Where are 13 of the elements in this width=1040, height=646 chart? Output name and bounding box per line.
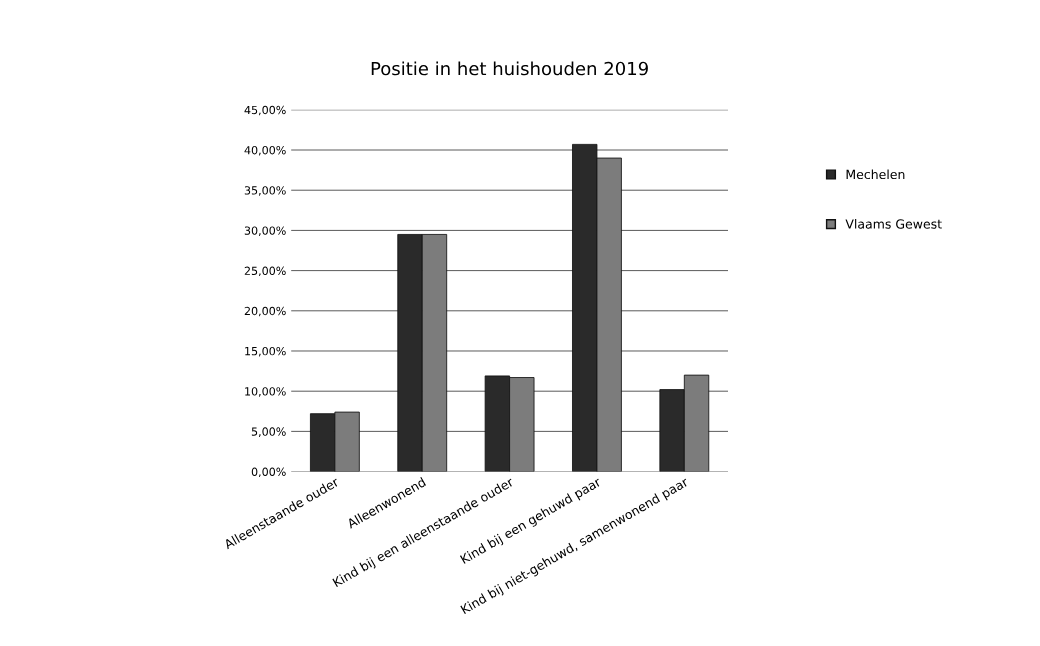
y-tick-label: 15,00%	[245, 346, 286, 357]
y-tick-label: 45,00%	[244, 105, 286, 116]
y-tick-label: 5,00%	[251, 427, 286, 437]
legend-label: Mechelen	[846, 169, 905, 180]
y-tick-label: 30,00%	[244, 226, 286, 236]
y-tick-label: 10,00%	[245, 387, 286, 397]
y-tick-label: 35,00%	[244, 186, 286, 196]
y-tick-label: 40,00%	[244, 145, 286, 156]
chart-title: Positie in het huishouden 2019	[371, 61, 648, 76]
y-tick-label: 25,00%	[244, 266, 286, 277]
legend-label: Vlaams Gewest	[845, 219, 942, 229]
y-tick-label: 20,00%	[244, 306, 286, 317]
y-tick-label: 0,00%	[251, 467, 286, 478]
